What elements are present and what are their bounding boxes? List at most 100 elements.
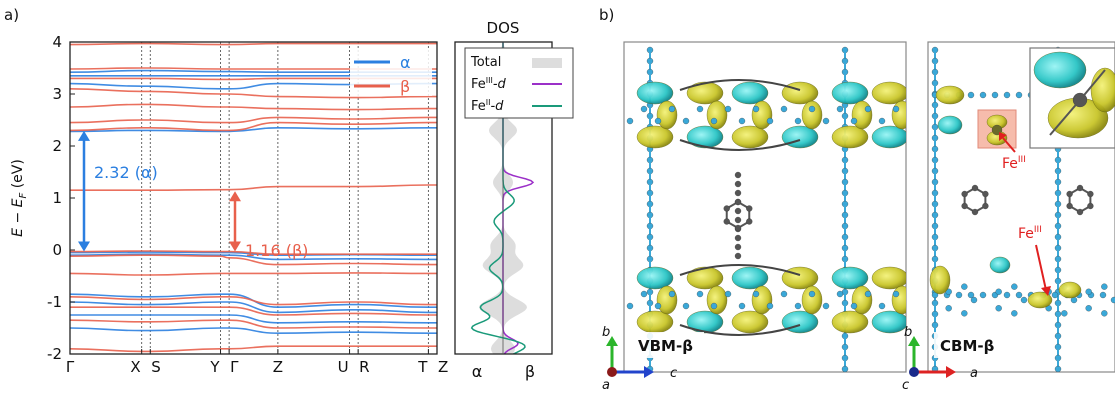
atom <box>738 302 746 310</box>
orbital-lobe-yellow <box>801 100 823 130</box>
atom <box>734 243 742 251</box>
linker-arc <box>679 324 801 336</box>
atom <box>626 117 634 125</box>
axis-b-label-right: b <box>904 325 912 340</box>
x-tick-label: U <box>338 358 349 376</box>
orbital-lobe-yellow <box>656 285 678 315</box>
orbital-lobe-yellow <box>706 285 728 315</box>
orbital-lobe-yellow <box>781 266 819 290</box>
atom <box>1015 91 1023 99</box>
atom <box>734 224 742 232</box>
atom <box>1099 291 1107 299</box>
axis-a-label-right: a <box>970 366 978 381</box>
atom <box>822 302 830 310</box>
orbital-lobe-cyan <box>781 310 819 334</box>
y-tick-label: 4 <box>52 33 62 51</box>
linker-arc <box>679 79 801 91</box>
legend-fe2-label: FeII-d <box>471 98 504 114</box>
atom <box>724 290 732 298</box>
atom <box>1066 202 1073 210</box>
atom <box>734 216 742 224</box>
alpha-band <box>70 126 437 133</box>
vbm-label-box <box>632 332 704 358</box>
atom <box>794 302 802 310</box>
panel-b-label: b) <box>599 6 614 24</box>
atom <box>1051 291 1059 299</box>
gap-arrow-head-bottom <box>229 241 241 252</box>
fe-iii-label-lower: FeIII <box>1018 225 1042 242</box>
atom <box>1061 310 1068 317</box>
fe-pointer-head <box>999 132 1007 141</box>
axis-c-dot <box>909 367 919 377</box>
orbital-lobe-yellow <box>831 310 869 334</box>
vbm-label: VBM-β <box>638 337 693 355</box>
atom <box>1011 283 1018 290</box>
band-y-ticks: -2 -1 0 1 2 3 4 <box>47 33 75 363</box>
atom <box>967 91 975 99</box>
atom <box>1087 190 1094 198</box>
atom <box>1085 288 1092 295</box>
atom <box>864 105 872 113</box>
orbital-lobe-yellow <box>929 265 951 295</box>
fe-pointer-upper <box>1002 137 1016 153</box>
atom <box>961 310 968 317</box>
orbital-lobe-yellow <box>781 81 819 105</box>
atom <box>780 290 788 298</box>
atom <box>746 205 753 212</box>
atom <box>1110 296 1115 304</box>
beta-band <box>70 319 437 329</box>
linker-arc <box>679 264 801 276</box>
beta-band <box>70 250 437 255</box>
atom <box>1066 190 1073 198</box>
legend-total-swatch <box>532 58 562 68</box>
atom <box>668 290 676 298</box>
atom <box>971 208 979 216</box>
orbital-lobe-cyan <box>686 125 724 149</box>
atom <box>696 105 704 113</box>
orbital-lobe-cyan <box>871 125 906 149</box>
orbital-lobe-cyan <box>636 266 674 290</box>
orbital-lobe-yellow <box>706 100 728 130</box>
orbital-lobe-cyan <box>781 125 819 149</box>
atom <box>752 105 760 113</box>
atom <box>995 288 1002 295</box>
crystal-axes-left: b c a <box>602 325 677 393</box>
atom <box>710 302 718 310</box>
x-tick-label: R <box>359 358 369 376</box>
orbital-lobe-cyan <box>1033 51 1087 89</box>
orbital-lobe-cyan <box>686 310 724 334</box>
atom <box>892 105 900 113</box>
legend-beta-label: β <box>400 77 410 96</box>
atom <box>696 290 704 298</box>
atom <box>734 234 742 242</box>
axis-a-dot <box>607 367 617 377</box>
orbital-lobe-cyan <box>636 81 674 105</box>
alpha-band <box>70 327 437 335</box>
orbital-lobe-yellow <box>731 125 769 149</box>
axis-a-label-left: a <box>602 378 610 390</box>
orbital-lobe-yellow <box>891 285 906 315</box>
orbital-lobe-yellow <box>751 100 773 130</box>
dos-title: DOS <box>487 19 520 37</box>
atom <box>841 365 849 372</box>
alpha-gap-label: 2.32 (α) <box>94 163 158 182</box>
atom <box>850 117 858 125</box>
atom <box>878 117 886 125</box>
axis-b-label-left: b <box>602 325 610 340</box>
orbital-lobe-yellow <box>801 285 823 315</box>
atom <box>822 117 830 125</box>
atom <box>808 290 816 298</box>
atom <box>1085 305 1092 312</box>
atom <box>734 180 742 188</box>
bond <box>1079 69 1106 101</box>
atom <box>945 305 952 312</box>
x-tick-label: Y <box>209 358 220 376</box>
y-tick-label: 0 <box>52 241 62 259</box>
atom <box>734 252 742 260</box>
atom <box>836 290 844 298</box>
cbm-label-box <box>934 332 1006 358</box>
beta-band <box>70 295 437 306</box>
atom <box>723 205 730 212</box>
x-tick-label: T <box>417 358 428 376</box>
gap-arrow-head-top <box>229 191 241 202</box>
